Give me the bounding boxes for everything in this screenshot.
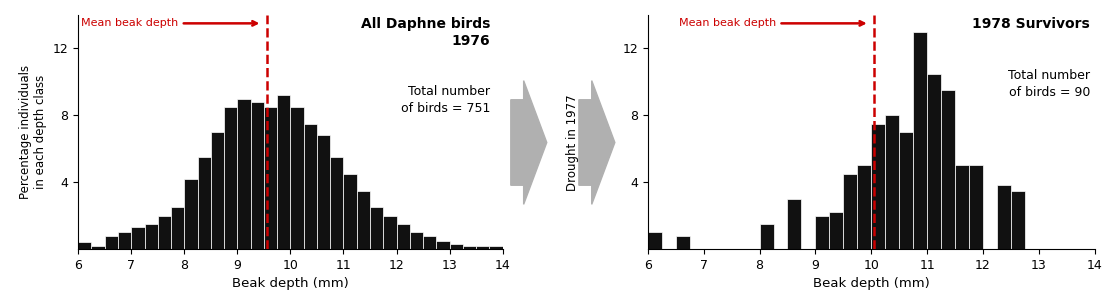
Bar (955, 165, 970, 249)
FancyArrow shape (510, 81, 547, 204)
Y-axis label: Percentage individuals
in each depth class: Percentage individuals in each depth cla… (19, 65, 47, 199)
Bar (290, 107, 304, 249)
Bar (871, 124, 885, 249)
Bar (476, 246, 489, 249)
X-axis label: Beak depth (mm): Beak depth (mm) (232, 277, 349, 290)
Bar (225, 107, 238, 249)
Text: Drought in 1977: Drought in 1977 (566, 94, 579, 191)
Bar (118, 232, 132, 249)
Bar (410, 232, 423, 249)
Bar (331, 157, 344, 249)
Bar (356, 190, 370, 249)
Bar (899, 132, 913, 249)
Bar (92, 246, 105, 249)
Bar (238, 99, 250, 249)
Bar (198, 157, 211, 249)
X-axis label: Beak depth (mm): Beak depth (mm) (813, 277, 929, 290)
Bar (489, 246, 503, 249)
Text: Mean beak depth: Mean beak depth (80, 18, 257, 28)
Bar (397, 224, 410, 249)
Bar (885, 115, 899, 249)
FancyArrow shape (579, 81, 614, 204)
Bar (383, 216, 397, 249)
Bar (250, 102, 264, 249)
Bar (787, 199, 801, 249)
Bar (132, 227, 144, 249)
Bar (996, 185, 1011, 249)
Bar (264, 107, 277, 249)
Bar (437, 241, 450, 249)
Bar (157, 216, 171, 249)
Bar (829, 212, 843, 249)
Bar (144, 224, 157, 249)
Bar (760, 224, 773, 249)
Bar (184, 179, 198, 249)
Text: Total number
of birds = 751: Total number of birds = 751 (401, 85, 490, 115)
Bar (858, 165, 871, 249)
Bar (462, 246, 476, 249)
Bar (914, 32, 927, 249)
Bar (1011, 190, 1025, 249)
Bar (843, 174, 858, 249)
Text: 1978 Survivors: 1978 Survivors (973, 17, 1090, 31)
Text: All Daphne birds
1976: All Daphne birds 1976 (361, 17, 490, 47)
Bar (970, 165, 983, 249)
Bar (648, 232, 661, 249)
Bar (105, 236, 118, 249)
Bar (676, 236, 689, 249)
Bar (317, 135, 331, 249)
Bar (277, 95, 290, 249)
Bar (423, 236, 437, 249)
Bar (304, 124, 317, 249)
Bar (941, 90, 955, 249)
Text: Mean beak depth: Mean beak depth (678, 18, 865, 28)
Bar (78, 242, 92, 249)
Text: Total number
of birds = 90: Total number of birds = 90 (1009, 69, 1090, 99)
Bar (815, 216, 829, 249)
Bar (344, 174, 356, 249)
Bar (211, 132, 225, 249)
Bar (171, 207, 184, 249)
Bar (449, 244, 462, 249)
Bar (927, 74, 941, 249)
Bar (370, 207, 383, 249)
